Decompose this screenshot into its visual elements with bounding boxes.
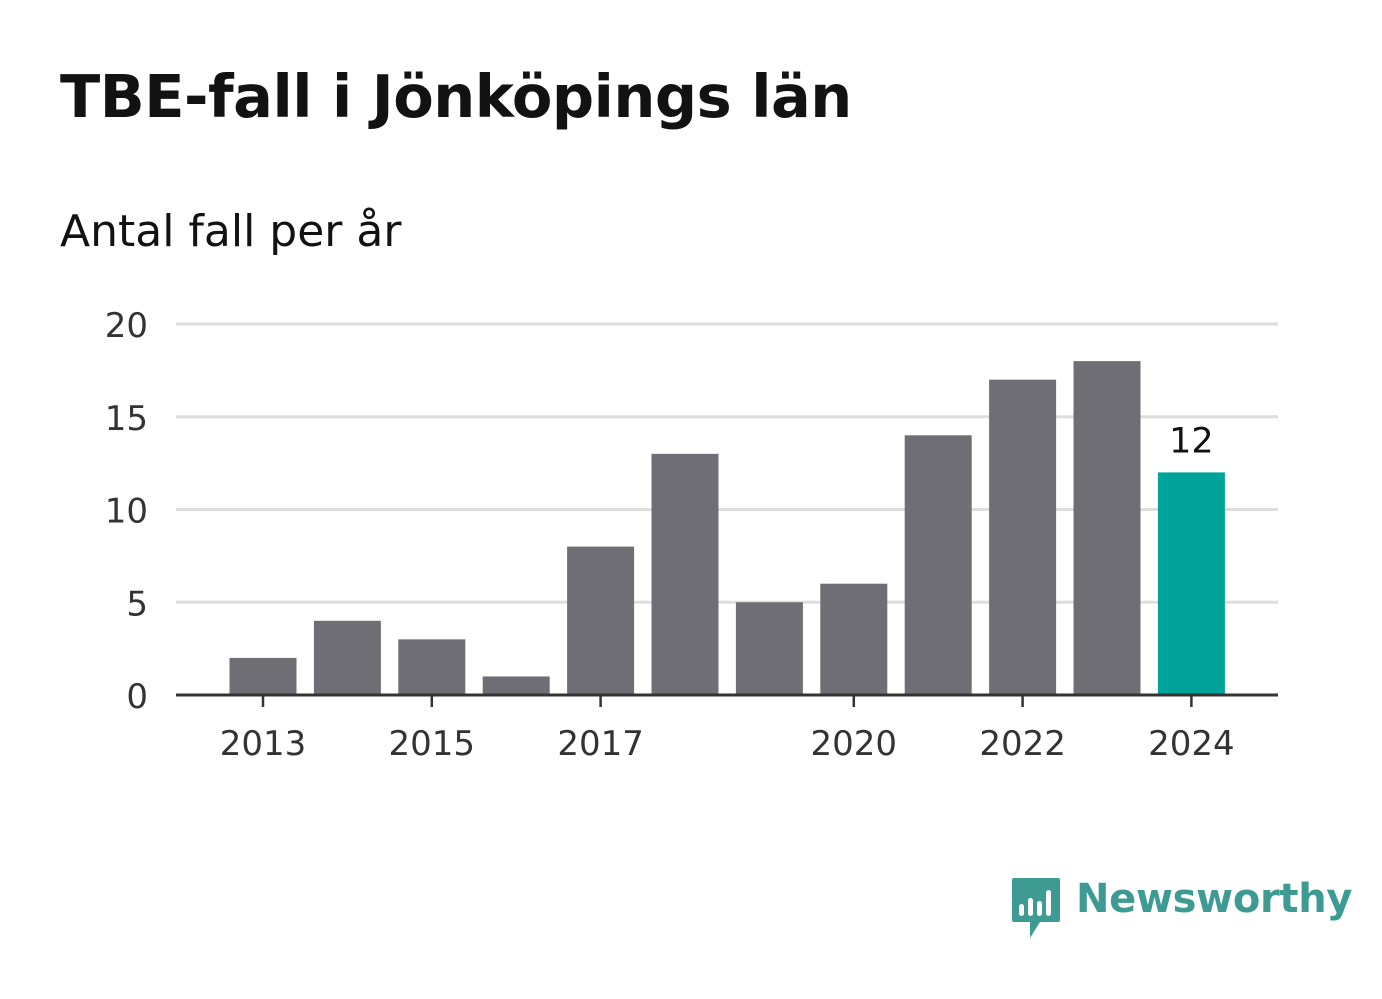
- y-tick-label-5: 5: [126, 584, 148, 624]
- bar-2019: [735, 602, 803, 695]
- y-tick-label-10: 10: [105, 492, 148, 532]
- y-tick-label-15: 15: [105, 399, 148, 439]
- newsworthy-logo-icon: [1012, 878, 1060, 938]
- data-labels: 12: [1169, 421, 1214, 461]
- y-tick-label-0: 0: [126, 677, 148, 717]
- x-tick-label-2015: 2015: [389, 724, 476, 764]
- data-label-2024: 12: [1169, 421, 1214, 461]
- bar-2017: [567, 546, 635, 695]
- bar-2021: [904, 435, 972, 695]
- bar-2024: [1157, 472, 1225, 695]
- bar-2015: [398, 639, 466, 695]
- y-tick-labels: 0 5 10 15 20: [105, 306, 148, 717]
- x-tick-label-2017: 2017: [557, 724, 644, 764]
- bar-2022: [989, 379, 1057, 695]
- y-tick-label-20: 20: [105, 306, 148, 346]
- bar-2016: [482, 676, 550, 695]
- x-tick-label-2013: 2013: [220, 724, 307, 764]
- bar-2020: [820, 583, 888, 695]
- x-tick-label-2020: 2020: [811, 724, 898, 764]
- brand-logo: Newsworthy: [1010, 876, 1353, 940]
- chart-title: TBE-fall i Jönköpings län: [60, 62, 852, 131]
- bar-2013: [229, 657, 297, 695]
- bar-2014: [313, 620, 381, 695]
- x-tick-labels: 2013 2015 2017 2020 2022 2024: [220, 724, 1235, 764]
- chart-subtitle: Antal fall per år: [60, 206, 402, 257]
- x-tick-label-2022: 2022: [979, 724, 1066, 764]
- bars: [229, 361, 1225, 695]
- x-axis: [176, 693, 1278, 707]
- bar-2018: [651, 453, 719, 695]
- bar-2023: [1073, 361, 1141, 695]
- x-tick-label-2024: 2024: [1148, 724, 1235, 764]
- brand-name: Newsworthy: [1076, 876, 1353, 922]
